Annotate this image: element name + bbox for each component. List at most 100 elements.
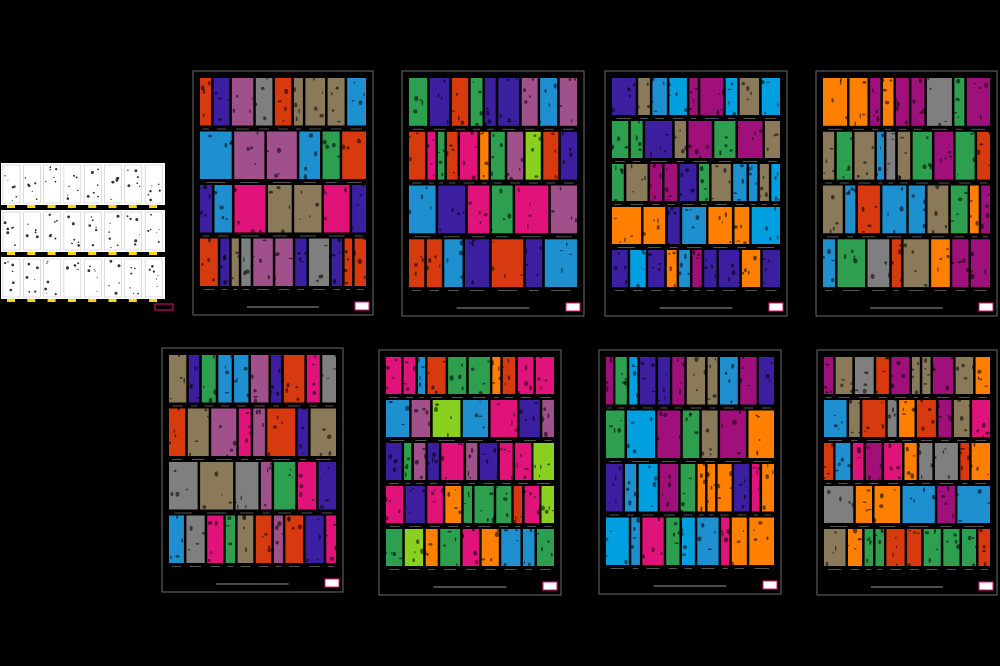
panel	[409, 78, 428, 126]
panel-cutout	[495, 486, 498, 489]
panel-cutout	[623, 380, 628, 386]
panel-cutout	[941, 495, 945, 498]
panel-cutout	[407, 135, 411, 138]
sheet-frame	[816, 349, 998, 596]
panel-cutout	[170, 555, 172, 560]
panel-cutout	[323, 189, 326, 194]
panel	[318, 462, 336, 510]
panel-cutout	[202, 88, 206, 94]
panel-cutout	[866, 538, 870, 541]
panel-cutout	[314, 106, 318, 111]
panel-cutout	[970, 273, 975, 280]
panel-cutout	[207, 558, 211, 562]
panel-cutout	[318, 534, 321, 540]
panel-cutout	[613, 265, 618, 271]
panel-cutout	[483, 213, 488, 217]
panel	[560, 131, 577, 180]
panel-cutout	[207, 257, 211, 262]
panel-cutout	[319, 477, 321, 480]
panel-cutout	[386, 386, 389, 390]
panel-cutout	[663, 412, 668, 417]
panel-cutout	[420, 548, 425, 554]
panel-cutout	[683, 545, 687, 550]
panel-cutout	[933, 528, 937, 534]
panel-cutout	[758, 438, 761, 442]
panel-cutout	[486, 518, 489, 522]
panel-cutout	[960, 465, 963, 471]
panel-cutout	[827, 489, 831, 495]
panel-cutout	[534, 175, 539, 178]
panel-cutout	[441, 455, 445, 461]
panel-cutout	[177, 354, 180, 358]
white-tag	[88, 299, 97, 302]
panel	[293, 78, 303, 126]
panel	[446, 131, 458, 180]
panel-cutout	[674, 542, 679, 545]
panel	[481, 529, 499, 566]
panel-cutout	[912, 455, 916, 457]
panel-cutout	[547, 413, 550, 419]
panel-cutout	[981, 422, 986, 428]
panel-cutout	[412, 488, 415, 490]
panel-cutout	[987, 193, 992, 196]
panel-cutout	[233, 380, 238, 383]
panel-cutout	[467, 491, 470, 496]
panel-cutout	[544, 509, 549, 514]
panel	[638, 464, 658, 512]
panel-cutout	[293, 87, 297, 92]
panel	[462, 400, 488, 437]
white-dot	[47, 260, 49, 263]
panel-cutout	[661, 492, 664, 496]
panel-cutout	[876, 173, 878, 177]
panel-cutout	[175, 555, 180, 558]
panel-cutout	[846, 545, 850, 547]
panel-cutout	[738, 540, 741, 544]
panel-cutout	[499, 113, 502, 119]
white-dot	[35, 235, 39, 239]
panel-cutout	[299, 443, 302, 449]
panel	[904, 443, 917, 480]
white-dot	[54, 237, 57, 240]
panel-cutout	[224, 143, 228, 148]
panel-cutout	[344, 281, 349, 285]
white-dot	[110, 247, 112, 249]
panel-cutout	[439, 264, 441, 268]
panel-cutout	[443, 544, 446, 547]
panel-cutout	[295, 116, 298, 122]
white-tag	[7, 299, 15, 302]
panel-cutout	[478, 90, 482, 94]
panel	[612, 250, 628, 287]
panel-cutout	[509, 176, 513, 182]
panel-cutout	[262, 239, 267, 242]
panel	[322, 131, 340, 179]
panel-cutout	[865, 172, 869, 176]
white-dot	[155, 278, 157, 280]
panel	[517, 357, 534, 394]
panel-cutout	[610, 144, 615, 150]
panel-cutout	[982, 549, 986, 553]
panel	[923, 529, 941, 566]
panel-cutout	[405, 405, 410, 411]
panel-cutout	[559, 186, 562, 191]
panel-cutout	[692, 250, 696, 255]
panel	[823, 131, 835, 180]
panel-cutout	[847, 464, 852, 467]
panel-cutout	[898, 244, 902, 247]
panel-cutout	[449, 144, 453, 147]
panel-cutout	[688, 477, 692, 480]
panel-cutout	[721, 423, 724, 428]
white-dot	[129, 287, 131, 289]
white-dot	[48, 213, 51, 216]
panel	[234, 131, 265, 179]
panel-cutout	[699, 285, 701, 288]
white-dot	[66, 197, 70, 200]
panel	[824, 400, 847, 437]
panel	[451, 78, 469, 126]
panel-cutout	[532, 415, 535, 422]
panel-cutout	[904, 401, 907, 404]
panel-cutout	[982, 544, 986, 549]
panel-cutout	[862, 389, 867, 394]
panel-cutout	[413, 551, 416, 553]
panel	[540, 78, 558, 126]
panel	[445, 486, 462, 523]
